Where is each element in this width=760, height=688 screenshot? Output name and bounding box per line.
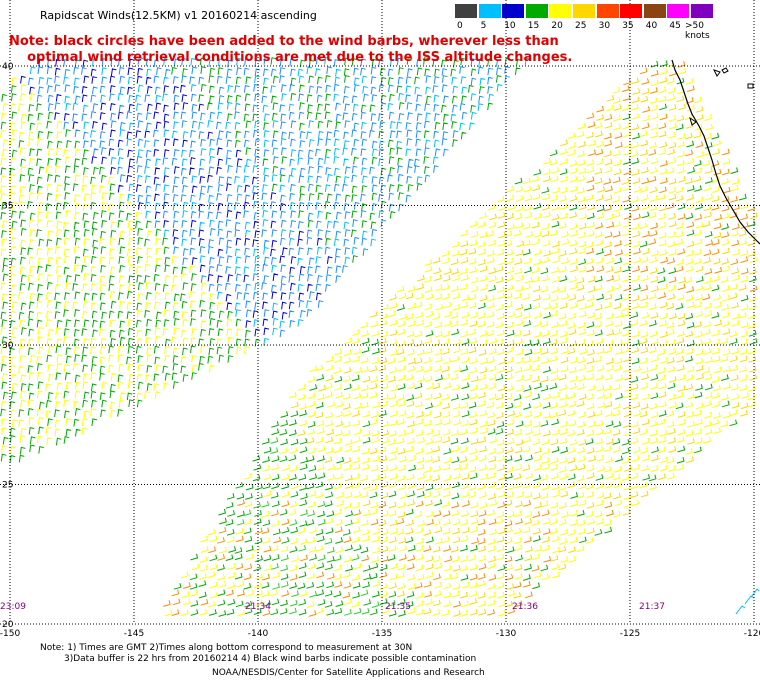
legend-label: 15 <box>527 21 540 31</box>
legend-swatch <box>549 4 572 18</box>
legend-swatch <box>525 4 548 18</box>
legend-swatch <box>502 4 525 18</box>
legend-swatch <box>596 4 619 18</box>
wind-barb-group <box>236 437 396 616</box>
legend-swatch <box>620 4 643 18</box>
legend-label: 5 <box>480 21 487 31</box>
legend-swatch <box>573 4 595 18</box>
time-label: 21:37 <box>639 602 665 612</box>
grid-lines <box>0 0 760 625</box>
latitude-label: 30 <box>2 341 14 351</box>
legend-label: 25 <box>575 21 587 31</box>
footer-line-2: 3)Data buffer is 22 hrs from 20160214 4)… <box>64 654 477 664</box>
longitude-label: -140 <box>248 629 269 639</box>
longitude-label: -135 <box>372 629 392 639</box>
time-label: 21:36 <box>512 602 538 612</box>
legend-label: 45 <box>669 21 681 31</box>
footer-line-3: NOAA/NESDIS/Center for Satellite Applica… <box>212 668 485 678</box>
time-labels: 23:09 21:34 21:35 21:36 21:37 <box>0 602 665 612</box>
longitude-label: -130 <box>496 629 517 639</box>
time-label: 23:09 <box>0 602 26 612</box>
legend-swatch <box>455 4 477 18</box>
wind-barb-group <box>290 76 758 617</box>
legend-label: 20 <box>551 21 563 31</box>
red-notice: Note: black circles have been added to t… <box>9 34 572 66</box>
island-outline <box>689 67 754 126</box>
notice-line-1: Note: black circles have been added to t… <box>9 34 559 49</box>
legend-label: 10 <box>504 21 516 31</box>
wind-barb-group <box>162 61 758 617</box>
latitude-label: 25 <box>2 481 13 491</box>
longitude-label: -150 <box>0 629 20 639</box>
map-title: Rapidscat Winds(12.5KM) v1 20160214 asce… <box>40 9 317 22</box>
wind-barb-group <box>20 58 333 337</box>
legend-label: 30 <box>598 21 611 31</box>
legend-label: 35 <box>622 21 634 31</box>
coastline <box>671 59 760 245</box>
wind-barbs <box>0 56 760 617</box>
longitude-label: -145 <box>124 629 144 639</box>
longitude-label: -120 <box>744 629 760 639</box>
legend-label: 0 <box>457 21 463 31</box>
legend-swatch <box>691 4 713 18</box>
legend-swatch <box>667 4 690 18</box>
latitude-label: 20 <box>2 620 14 630</box>
longitude-label: -125 <box>620 629 640 639</box>
legend-swatch <box>478 4 501 18</box>
latitude-labels: 20 25 30 35 40 <box>2 62 14 630</box>
legend-label: >50 knots <box>685 21 710 41</box>
latitude-label: 35 <box>2 202 13 212</box>
wind-barb-group <box>28 56 510 338</box>
longitude-labels: -150 -145 -140 -135 -130 -125 -120 <box>0 629 760 639</box>
time-label: 21:35 <box>385 602 411 612</box>
wind-barb-group <box>29 56 760 615</box>
legend-swatch <box>643 4 666 18</box>
latitude-label: 40 <box>2 62 14 72</box>
footer-line-1: Note: 1) Times are GMT 2)Times along bot… <box>40 643 413 653</box>
notice-line-2: optimal wind retrieval conditions are me… <box>27 50 573 65</box>
legend-label: 40 <box>645 21 658 31</box>
time-label: 21:34 <box>245 602 271 612</box>
wind-barb-group <box>0 60 758 617</box>
